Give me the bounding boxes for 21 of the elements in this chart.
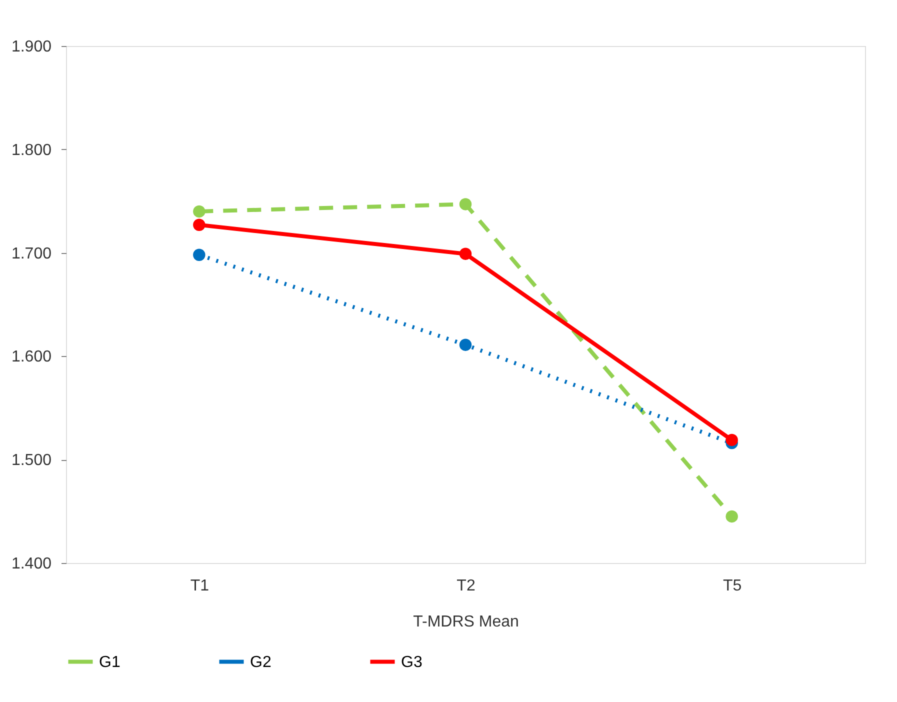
x-tick-label: T5 bbox=[722, 578, 742, 594]
point bbox=[193, 248, 206, 261]
point bbox=[459, 248, 472, 260]
y-tick-label: 1.600 bbox=[11, 348, 52, 366]
point bbox=[193, 218, 206, 231]
legend-label: G2 bbox=[250, 654, 272, 671]
x-axis-title: T-MDRS Mean bbox=[413, 614, 519, 630]
legend-label: G1 bbox=[99, 654, 120, 671]
y-tick-label: 1.500 bbox=[11, 452, 52, 470]
y-tick-label: 1.400 bbox=[11, 556, 52, 572]
legend-label: G3 bbox=[401, 654, 422, 671]
y-tick-label: 1.800 bbox=[11, 142, 52, 159]
y-tick-label: 1.700 bbox=[11, 245, 52, 262]
point bbox=[459, 198, 472, 210]
x-tick-label: T2 bbox=[456, 578, 476, 594]
point bbox=[193, 205, 206, 218]
y-tick-label: 1.900 bbox=[11, 38, 52, 56]
point bbox=[459, 338, 472, 351]
point bbox=[726, 510, 738, 523]
x-tick-label: T1 bbox=[190, 578, 210, 594]
point bbox=[726, 434, 738, 446]
